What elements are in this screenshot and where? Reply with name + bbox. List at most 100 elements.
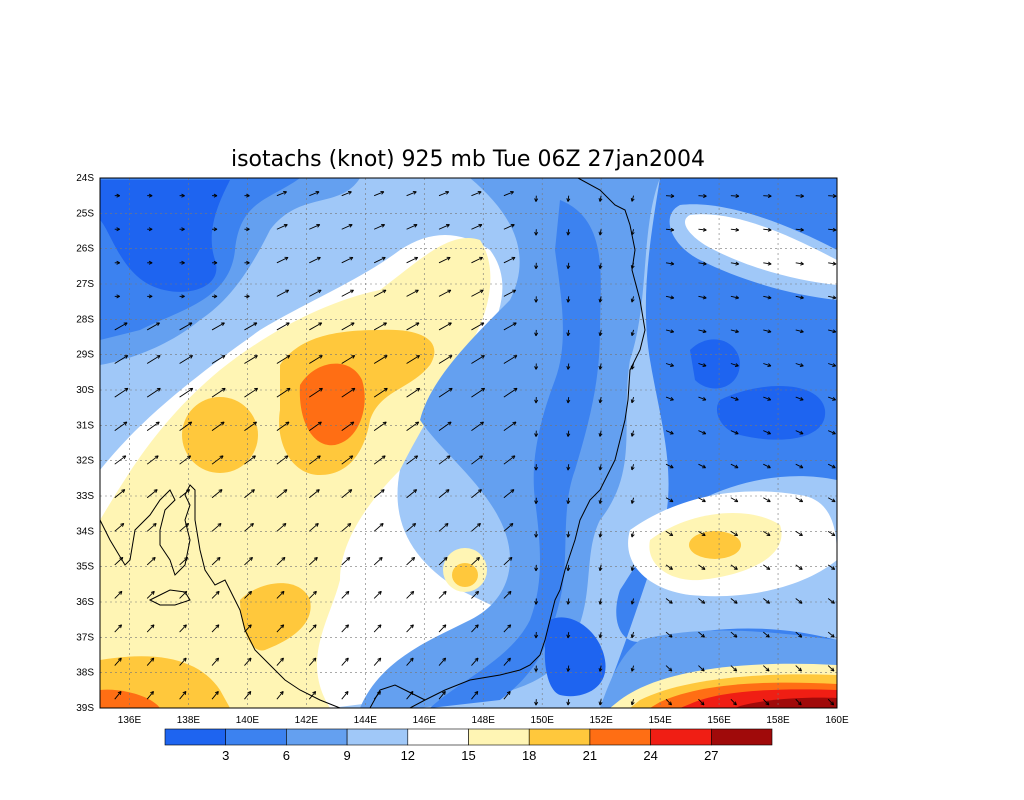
wind-arrow (598, 229, 603, 236)
wind-arrow (244, 387, 259, 398)
isotach-band-21-c (240, 583, 311, 651)
colorbar-swatch (286, 728, 348, 746)
wind-arrow (598, 699, 603, 706)
wind-arrow (827, 698, 835, 706)
wind-arrow (471, 590, 480, 599)
wind-arrow (795, 329, 804, 334)
colorbar-swatch (164, 728, 227, 746)
wind-arrow (630, 430, 635, 437)
wind-arrow (309, 256, 321, 264)
y-tick-label: 38S (76, 668, 94, 679)
wind-arrow (828, 329, 837, 334)
colorbar-swatch (650, 728, 712, 746)
wind-arrow (308, 691, 317, 700)
colorbar-swatch (225, 728, 287, 746)
wind-arrow (373, 421, 387, 432)
wind-arrow (309, 387, 323, 398)
wind-arrow (763, 396, 772, 401)
wind-arrow (179, 260, 185, 265)
wind-arrow (763, 530, 771, 537)
wind-arrow (211, 421, 225, 432)
wind-arrow (438, 387, 453, 398)
wind-arrow (114, 355, 129, 364)
isotach-band-3-east-a (690, 339, 740, 389)
wind-arrow (309, 556, 318, 566)
wind-arrow (665, 227, 675, 232)
grid-lines (100, 177, 838, 709)
y-tick-label: 33S (76, 491, 94, 502)
y-tick-label: 39S (76, 703, 94, 714)
wind-arrow (730, 261, 740, 266)
wind-arrow (534, 632, 539, 639)
wind-arrow (795, 631, 803, 638)
wind-arrow (114, 624, 123, 633)
wind-arrow (730, 698, 737, 706)
wind-arrow (438, 624, 447, 633)
wind-arrow (276, 489, 288, 499)
wind-arrow (598, 262, 603, 269)
east-coastline (409, 178, 646, 708)
wind-arrow (406, 355, 420, 364)
wind-arrow (665, 530, 674, 537)
colorbar-swatch (589, 728, 651, 746)
wind-arrow (795, 564, 803, 570)
wind-arrow (534, 464, 539, 471)
wind-arrow (276, 590, 285, 599)
x-tick-label: 140E (236, 715, 260, 726)
wind-arrow (598, 665, 603, 672)
wind-arrow (276, 657, 284, 666)
wind-arrow (114, 489, 126, 499)
wind-arrow (308, 590, 317, 599)
wind-arrow (211, 657, 220, 666)
wind-arrow (827, 665, 835, 672)
wind-arrow (373, 455, 386, 465)
wind-arrow (471, 256, 483, 264)
wind-arrow (698, 463, 706, 469)
wind-arrow (373, 322, 387, 331)
wind-arrow (471, 657, 479, 666)
wind-arrow (179, 455, 192, 465)
wind-arrow (503, 322, 517, 331)
wind-arrow (630, 699, 635, 706)
wind-arrow (406, 523, 417, 532)
wind-arrow (276, 455, 289, 465)
isotach-band-6-center (430, 200, 601, 708)
wind-arrow (406, 387, 421, 398)
wind-arrow (503, 455, 516, 465)
wind-arrow (341, 590, 350, 599)
y-tick-label: 28S (76, 314, 94, 325)
wind-arrow (114, 227, 120, 232)
chart-title: isotachs (knot) 925 mb Tue 06Z 27jan2004 (231, 147, 705, 172)
colorbar-label: 27 (704, 748, 718, 763)
wind-arrow (244, 322, 258, 331)
colorbar-swatch (468, 728, 530, 746)
y-tick-label: 25S (76, 208, 94, 219)
isotach-band-24-a (100, 689, 160, 708)
wind-arrow (276, 256, 289, 264)
wind-arrow (598, 464, 603, 471)
colorbar: 3 6 9 12 15 18 21 24 27 (164, 728, 773, 763)
wind-arrow (763, 261, 772, 266)
wind-arrow (244, 455, 256, 465)
wind-arrow (212, 193, 218, 198)
isotach-fill (100, 178, 837, 708)
isotach-band-21-b (182, 397, 258, 473)
y-tick-label: 27S (76, 279, 94, 290)
y-tick-label: 26S (76, 244, 94, 255)
wind-arrow (114, 294, 120, 299)
wind-arrow (534, 296, 539, 303)
wind-arrow (503, 590, 512, 599)
wind-arrow (244, 193, 250, 198)
wind-arrow (211, 387, 226, 398)
wind-arrow (763, 564, 771, 570)
wind-arrow (276, 289, 290, 297)
wind-arrow (471, 190, 482, 197)
colorbar-label: 9 (343, 748, 350, 763)
wind-arrow (211, 455, 224, 465)
wind-arrow (341, 624, 350, 633)
wind-arrow (406, 455, 419, 465)
wind-arrow (503, 421, 517, 432)
y-tick-label: 34S (76, 526, 94, 537)
isotach-band-15-east (685, 214, 837, 285)
colorbar-label: 18 (522, 748, 536, 763)
